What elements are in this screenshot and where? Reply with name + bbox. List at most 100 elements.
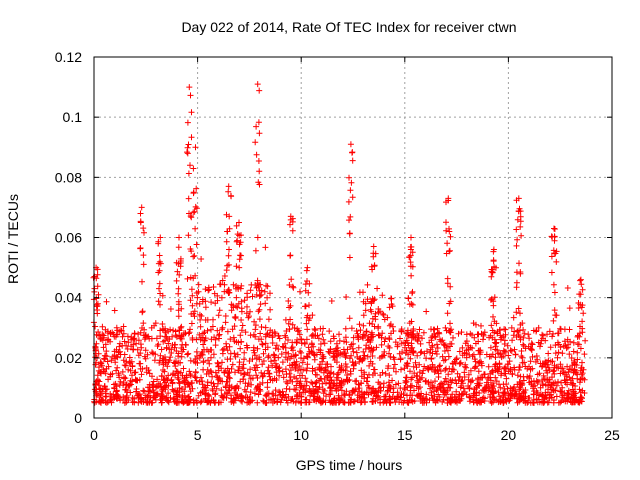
data-point	[539, 377, 546, 384]
data-point	[582, 337, 589, 344]
data-point	[346, 377, 353, 383]
data-point	[191, 308, 198, 315]
data-point	[315, 335, 322, 342]
data-point	[379, 292, 386, 299]
data-point	[186, 84, 193, 91]
data-point	[278, 396, 285, 403]
data-point	[215, 332, 222, 339]
data-point	[370, 333, 377, 340]
data-point	[546, 328, 553, 335]
data-point	[447, 343, 453, 350]
data-point	[303, 353, 310, 360]
data-point	[269, 340, 276, 346]
data-point	[195, 288, 202, 295]
data-point	[419, 370, 426, 377]
data-point	[262, 324, 269, 331]
data-point	[417, 340, 424, 347]
data-point	[386, 372, 393, 379]
data-point	[543, 394, 550, 401]
data-point	[142, 347, 149, 354]
data-point	[343, 294, 350, 300]
data-point	[258, 291, 265, 298]
data-point	[320, 336, 327, 343]
data-point	[252, 139, 259, 146]
data-point	[463, 331, 470, 338]
data-point	[158, 346, 165, 353]
data-point	[224, 365, 231, 372]
data-point	[453, 388, 460, 395]
data-point	[98, 399, 104, 406]
data-point	[258, 287, 265, 294]
data-point	[165, 390, 172, 397]
data-point	[552, 312, 559, 319]
data-point	[441, 389, 448, 396]
data-point	[226, 246, 232, 253]
data-point	[462, 363, 468, 370]
data-point	[227, 350, 234, 357]
data-point	[285, 320, 292, 327]
data-point	[238, 232, 244, 239]
data-point	[544, 331, 550, 338]
data-point	[253, 362, 259, 369]
data-point	[252, 326, 259, 333]
data-point	[254, 345, 261, 352]
data-point	[349, 149, 356, 156]
data-point	[304, 354, 311, 361]
data-point	[557, 325, 564, 332]
y-tick-label: 0.02	[55, 350, 82, 366]
data-point	[119, 333, 126, 340]
data-point	[156, 267, 163, 274]
data-point	[511, 392, 518, 399]
data-point	[542, 381, 549, 388]
data-point	[214, 327, 221, 334]
data-point	[492, 343, 499, 350]
data-point	[502, 331, 509, 338]
data-point	[257, 330, 264, 337]
data-point	[205, 397, 212, 404]
data-point	[96, 394, 103, 401]
data-point	[260, 350, 267, 357]
data-point	[299, 372, 306, 379]
data-point	[286, 282, 293, 288]
data-point	[113, 346, 120, 353]
data-point	[202, 298, 209, 305]
data-point	[306, 348, 313, 355]
data-point	[159, 393, 166, 400]
data-point	[172, 363, 179, 370]
data-point	[99, 331, 106, 338]
data-point	[447, 283, 454, 290]
data-point	[286, 326, 293, 333]
data-point	[96, 386, 103, 393]
data-point	[461, 369, 468, 376]
data-point	[231, 350, 238, 357]
data-point	[246, 372, 253, 379]
data-point	[211, 290, 218, 297]
data-point	[298, 340, 305, 347]
data-point	[419, 335, 425, 342]
data-point	[480, 332, 487, 339]
data-point	[549, 382, 555, 388]
data-point	[401, 344, 408, 351]
data-point	[181, 379, 188, 386]
data-point	[387, 400, 394, 406]
data-point	[283, 328, 290, 334]
data-point	[188, 248, 195, 255]
data-point	[128, 358, 135, 365]
data-point	[521, 330, 528, 337]
data-point	[103, 393, 110, 400]
data-point	[574, 349, 581, 356]
data-point	[512, 351, 519, 358]
data-point	[109, 370, 116, 377]
data-point	[389, 303, 396, 310]
data-point	[446, 384, 452, 391]
data-point	[570, 394, 577, 401]
axes-layer: 0 5 10 15 20 25 0 0.02 0.04 0.06 0.08 0.1 0.12	[55, 49, 620, 443]
data-point	[490, 257, 497, 264]
data-point	[308, 379, 315, 386]
data-point	[382, 370, 389, 377]
data-point	[127, 389, 134, 396]
data-point	[185, 232, 192, 239]
data-point	[352, 360, 359, 367]
data-point	[233, 303, 239, 310]
data-point	[513, 309, 520, 316]
